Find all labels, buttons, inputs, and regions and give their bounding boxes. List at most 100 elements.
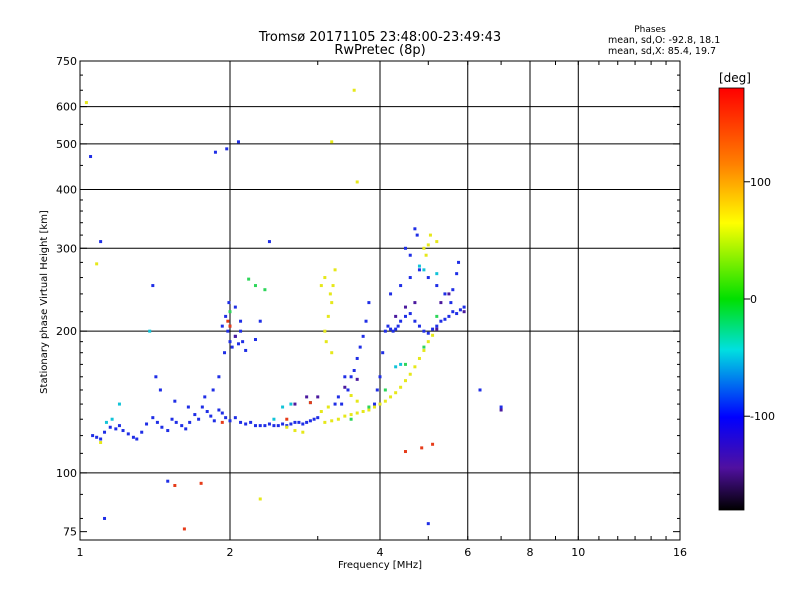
chart-title: Tromsø 20171105 23:48:00-23:49:43: [258, 30, 501, 45]
data-point: [333, 402, 337, 406]
data-point: [293, 429, 297, 433]
data-point: [205, 410, 209, 414]
data-point: [330, 351, 334, 355]
x-tick-label: 4: [377, 546, 384, 559]
data-point: [352, 368, 356, 372]
data-point: [336, 417, 340, 421]
data-point: [312, 417, 316, 421]
data-point: [394, 314, 398, 318]
data-point: [267, 240, 271, 244]
data-point: [447, 314, 451, 318]
data-point: [253, 284, 257, 288]
data-point: [236, 342, 240, 346]
data-point: [355, 356, 359, 360]
data-point: [323, 420, 327, 424]
data-point: [420, 446, 424, 450]
data-point: [258, 424, 262, 428]
data-point: [281, 405, 285, 409]
data-point: [447, 292, 451, 296]
data-point: [373, 405, 377, 409]
data-point: [249, 420, 253, 424]
data-point: [319, 410, 323, 414]
colorbar-tick-label: 100: [750, 176, 771, 189]
data-point: [435, 324, 439, 328]
data-point: [413, 365, 417, 369]
y-axis-ticks: 75 100 200 300 400 500 600 750: [56, 55, 680, 539]
data-point: [166, 479, 170, 483]
y-tick-label: 400: [56, 183, 77, 196]
data-point: [378, 402, 382, 406]
data-point: [422, 348, 426, 352]
data-point: [212, 419, 216, 423]
data-point: [439, 301, 443, 305]
data-point: [110, 417, 114, 421]
data-point: [217, 375, 221, 379]
phases-heading: Phases: [634, 25, 666, 35]
data-point: [316, 395, 320, 399]
data-point: [297, 420, 301, 424]
data-point: [305, 395, 309, 399]
data-point: [236, 140, 240, 144]
data-point: [220, 324, 224, 328]
colorbar-unit: [deg]: [719, 71, 751, 85]
data-point: [328, 292, 332, 296]
data-point: [417, 324, 421, 328]
data-point: [272, 417, 276, 421]
data-point: [285, 417, 289, 421]
data-point: [258, 319, 262, 323]
data-point: [151, 416, 155, 420]
data-point: [455, 272, 459, 276]
data-point: [217, 408, 221, 412]
x-tick-label: 6: [464, 546, 471, 559]
data-point: [267, 422, 271, 426]
data-point: [499, 405, 503, 409]
data-point: [89, 155, 93, 159]
data-point: [349, 417, 353, 421]
data-point: [233, 305, 237, 309]
chart-subtitle: RwPretec (8p): [334, 43, 425, 58]
data-point: [200, 405, 204, 409]
data-point: [220, 411, 224, 415]
data-point: [182, 527, 186, 531]
data-point: [355, 180, 359, 184]
data-point: [170, 417, 174, 421]
data-point: [247, 277, 251, 281]
data-point: [435, 284, 439, 288]
data-point: [211, 388, 215, 392]
data-point: [285, 425, 289, 429]
data-point: [426, 276, 430, 280]
data-point: [135, 437, 139, 441]
data-point: [462, 310, 466, 314]
colorbar-tick-label: 0: [750, 293, 757, 306]
data-point: [394, 391, 398, 395]
data-point: [352, 88, 356, 92]
data-point: [333, 268, 337, 272]
data-point: [289, 422, 293, 426]
data-point: [443, 317, 447, 321]
data-point: [422, 268, 426, 272]
data-point: [383, 329, 387, 333]
data-point: [451, 288, 455, 292]
data-point: [289, 402, 293, 406]
data-point: [386, 324, 390, 328]
data-point: [346, 388, 350, 392]
data-point: [228, 310, 232, 314]
data-point: [424, 253, 428, 257]
data-point: [435, 314, 439, 318]
data-point: [381, 351, 385, 355]
data-point: [224, 416, 228, 420]
data-point: [349, 375, 353, 379]
data-point: [422, 246, 426, 250]
data-point: [399, 385, 403, 389]
data-point: [399, 319, 403, 323]
data-point: [457, 260, 461, 264]
data-point: [451, 310, 455, 314]
data-point: [220, 420, 224, 424]
data-point: [403, 450, 407, 454]
data-point: [103, 430, 107, 434]
data-point: [239, 420, 243, 424]
data-point: [367, 301, 371, 305]
y-tick-label: 100: [56, 467, 77, 480]
